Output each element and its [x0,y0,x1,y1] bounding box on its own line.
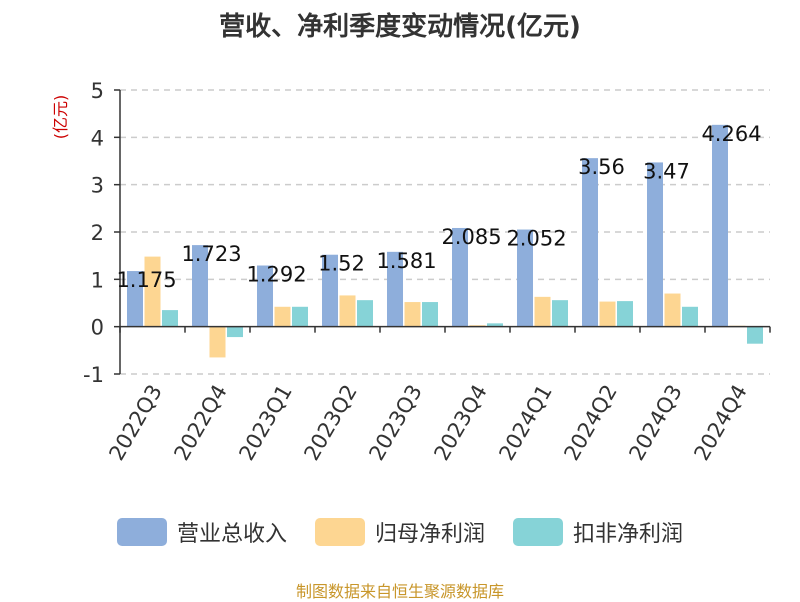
data-source-note: 制图数据来自恒生聚源数据库 [295,582,504,601]
bar-2022Q3-s0[interactable] [127,271,143,327]
legend-item-deducted-profit[interactable]: 扣非净利润 [513,516,683,548]
data-label: 2.085 [441,225,501,249]
x-tick-label: 2023Q4 [429,381,491,465]
y-tick-label: 0 [91,316,104,340]
data-label: 1.581 [376,249,436,273]
x-tick-label: 2023Q1 [234,381,296,465]
data-label: 3.56 [578,155,625,179]
y-tick-label: -1 [83,363,104,387]
x-tick-label: 2024Q2 [559,381,621,465]
bar-2022Q4-s0[interactable] [192,245,208,327]
bar-2022Q4-s2[interactable] [227,326,243,338]
bar-2024Q3-s0[interactable] [647,162,663,327]
bar-2024Q3-s1[interactable] [664,293,681,327]
bar-2022Q4-s1[interactable] [209,326,226,358]
bar-2023Q3-s0[interactable] [387,251,403,327]
bar-2024Q2-s1[interactable] [599,301,616,327]
data-label: 1.723 [181,242,241,266]
bar-2023Q4-s0[interactable] [452,227,468,327]
x-tick-label: 2022Q3 [104,381,166,465]
bar-2024Q1-s0[interactable] [517,229,533,327]
data-label: 1.52 [318,252,365,276]
bar-2024Q1-s1[interactable] [534,296,551,327]
data-label: 1.175 [116,268,176,292]
bar-2023Q2-s1[interactable] [339,295,356,327]
x-tick-label: 2024Q1 [494,381,556,465]
x-tick-label: 2023Q2 [299,381,361,465]
legend-label-deducted-profit: 扣非净利润 [573,522,684,547]
bar-2023Q2-s2[interactable] [357,300,373,327]
y-axis-title: (亿元) [51,95,70,140]
bar-2024Q4-s2[interactable] [747,326,763,344]
bar-2023Q1-s2[interactable] [292,306,308,327]
bar-2024Q1-s2[interactable] [552,300,568,327]
y-tick-label: 5 [91,79,104,103]
data-label: 2.052 [506,227,566,251]
bar-2022Q3-s1[interactable] [144,256,161,327]
y-tick-label: 2 [91,221,104,245]
legend-item-net-profit[interactable]: 归母净利润 [314,516,485,548]
x-tick-label: 2023Q3 [364,381,426,465]
y-tick-label: 3 [91,174,104,198]
bar-2023Q2-s0[interactable] [322,254,338,327]
bar-2022Q3-s2[interactable] [162,310,178,327]
data-label: 1.292 [246,263,306,287]
legend-swatch-deducted-profit [513,518,563,546]
y-tick-label: 4 [91,126,104,150]
bar-2024Q3-s2[interactable] [682,306,698,327]
bar-2024Q4-s0[interactable] [712,124,728,327]
bar-2023Q1-s0[interactable] [257,265,273,327]
legend-label-net-profit: 归母净利润 [374,522,485,547]
bar-2024Q2-s2[interactable] [617,301,633,327]
bar-2024Q2-s0[interactable] [582,158,598,327]
legend-swatch-net-profit [314,518,365,546]
x-tick-label: 2022Q4 [169,381,231,465]
chart-title: 营收、净利季度变动情况(亿元) [219,12,581,42]
y-tick-label: 1 [91,268,104,292]
bar-2023Q3-s2[interactable] [422,302,438,327]
bar-2023Q4-s2[interactable] [487,323,503,327]
data-label: 3.47 [643,159,690,183]
legend-swatch-revenue [116,518,167,546]
x-tick-label: 2024Q3 [624,381,686,465]
bar-2023Q3-s1[interactable] [404,302,421,327]
legend: 营业总收入 归母净利润 扣非净利润 [0,516,800,548]
bar-2023Q1-s1[interactable] [274,306,291,327]
data-label: 4.264 [701,122,761,146]
legend-item-revenue[interactable]: 营业总收入 [116,516,287,548]
legend-label-revenue: 营业总收入 [176,522,287,547]
x-tick-label: 2024Q4 [689,381,751,465]
